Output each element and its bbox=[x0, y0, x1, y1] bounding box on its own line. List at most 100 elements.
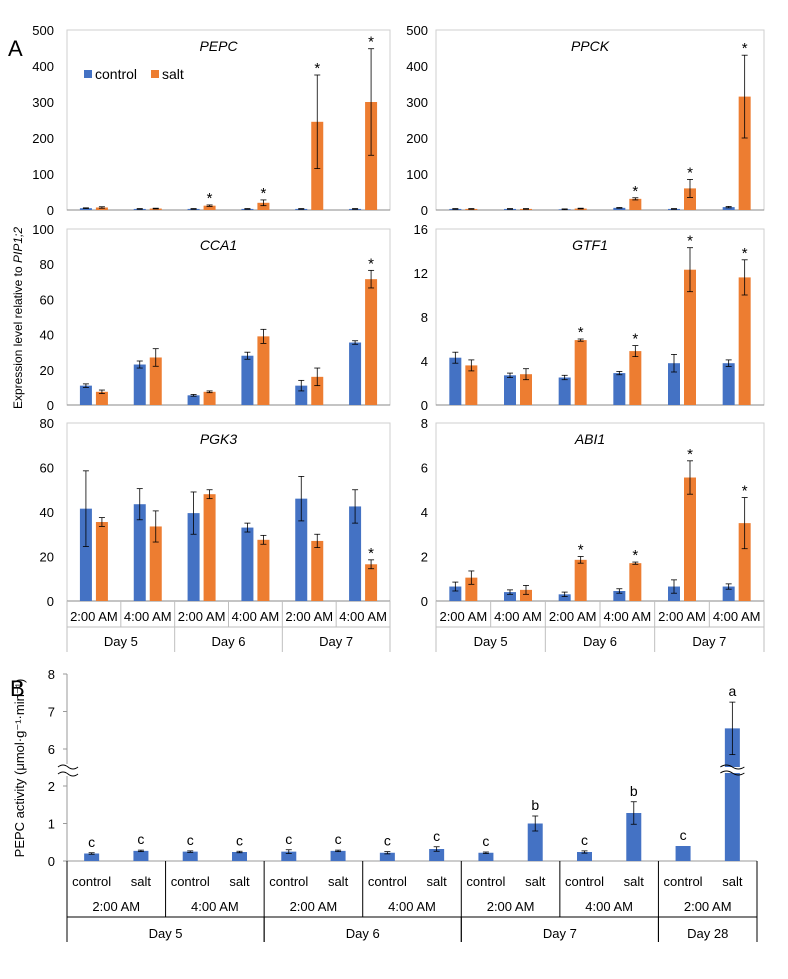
bar-pepc-activity bbox=[330, 850, 346, 861]
y-tick-label: 0 bbox=[421, 594, 428, 609]
bar-control bbox=[133, 504, 146, 601]
x-time-label: 4:00 AM bbox=[232, 609, 280, 624]
x-treatment-label: control bbox=[72, 874, 111, 889]
bar-salt bbox=[149, 526, 162, 601]
x-day-label: Day 7 bbox=[543, 926, 577, 941]
y-tick-label: 2 bbox=[421, 550, 428, 565]
x-treatment-label: control bbox=[269, 874, 308, 889]
bar-salt bbox=[95, 207, 108, 210]
y-tick-label: 300 bbox=[32, 95, 54, 110]
y-tick-label: 500 bbox=[32, 23, 54, 38]
significance-star: * bbox=[578, 324, 584, 341]
panel-b-letter: B bbox=[10, 676, 25, 701]
bar-salt bbox=[738, 96, 751, 210]
y-tick-label: 60 bbox=[40, 292, 54, 307]
bar-salt bbox=[257, 202, 270, 210]
y-tick-label: 100 bbox=[32, 222, 54, 237]
subplot-title: PEPC bbox=[199, 38, 238, 54]
x-treatment-label: salt bbox=[525, 874, 546, 889]
significance-letter: c bbox=[236, 832, 243, 848]
bar-control bbox=[722, 586, 735, 601]
subplot-pepc: 0 100 200 300 400 500 PEPC * * * * bbox=[32, 23, 391, 218]
significance-star: * bbox=[742, 483, 748, 500]
y-tick-label: 8 bbox=[421, 416, 428, 431]
bar-control bbox=[668, 586, 680, 601]
significance-letter: c bbox=[88, 834, 95, 850]
y-tick-label: 0 bbox=[421, 203, 428, 218]
significance-star: * bbox=[368, 34, 374, 51]
bar-salt bbox=[574, 340, 587, 405]
bar-salt bbox=[365, 102, 378, 210]
y-tick-label: 80 bbox=[40, 257, 54, 272]
significance-star: * bbox=[260, 185, 266, 202]
bar-control bbox=[558, 377, 571, 405]
significance-star: * bbox=[632, 331, 638, 348]
x-time-label: 2:00 AM bbox=[70, 609, 118, 624]
significance-star: * bbox=[368, 255, 374, 272]
bar-control bbox=[613, 373, 626, 405]
significance-letter: b bbox=[630, 783, 638, 799]
subplot-abi1: 0 2 4 6 8 ABI1 * * * * bbox=[421, 416, 765, 609]
bar-salt bbox=[365, 279, 378, 405]
subplot-frame bbox=[66, 228, 391, 406]
significance-star: * bbox=[314, 60, 320, 77]
subplot-gtf1: 0 4 8 12 16 GTF1 * * * * bbox=[414, 222, 765, 413]
y-tick-label: 1 bbox=[48, 817, 55, 832]
bar-salt bbox=[629, 351, 642, 405]
bar-pepc-activity bbox=[577, 852, 592, 861]
x-day-label: Day 28 bbox=[687, 926, 728, 941]
panel-a-letter: A bbox=[8, 36, 23, 61]
y-tick-label: 0 bbox=[48, 854, 55, 869]
subplot-cca1: 0 20 40 60 80 100 CCA1 * bbox=[32, 222, 391, 413]
bar-pepc-activity bbox=[626, 813, 642, 861]
bar-salt bbox=[95, 391, 108, 405]
bar-salt bbox=[257, 539, 270, 601]
bar-salt bbox=[520, 374, 532, 405]
bar-control bbox=[349, 342, 362, 405]
bar-control bbox=[558, 594, 571, 601]
bar-salt bbox=[629, 563, 642, 601]
x-day-label: Day 7 bbox=[692, 634, 726, 649]
bar-break-marker bbox=[720, 764, 745, 776]
legend-label-control: control bbox=[95, 66, 137, 82]
bar-salt bbox=[684, 188, 696, 210]
x-day-label: Day 6 bbox=[346, 926, 380, 941]
bar-salt bbox=[465, 365, 478, 405]
y-tick-label: 12 bbox=[414, 266, 428, 281]
bar-pepc-activity bbox=[232, 852, 247, 861]
significance-star: * bbox=[742, 245, 748, 262]
x-time-label: 2:00 AM bbox=[439, 609, 487, 624]
x-time-label: 2:00 AM bbox=[285, 609, 333, 624]
bar-salt bbox=[574, 559, 587, 601]
x-time-label: 2:00 AM bbox=[290, 899, 338, 914]
y-tick-label: 16 bbox=[414, 222, 428, 237]
bar-control bbox=[187, 513, 200, 601]
significance-star: * bbox=[632, 183, 638, 200]
subplot-frame bbox=[66, 422, 391, 602]
x-treatment-label: control bbox=[171, 874, 210, 889]
y-tick-label: 4 bbox=[421, 354, 428, 369]
legend-swatch-control bbox=[84, 70, 92, 78]
bar-pepc-activity bbox=[527, 823, 543, 861]
y-tick-label: 8 bbox=[421, 310, 428, 325]
y-tick-label: 400 bbox=[406, 59, 428, 74]
x-day-label: Day 5 bbox=[104, 634, 138, 649]
bar-control bbox=[504, 375, 516, 405]
bar-control bbox=[79, 385, 92, 405]
bar-salt bbox=[95, 522, 108, 601]
significance-star: * bbox=[578, 542, 584, 559]
axis-break-marker bbox=[57, 764, 79, 777]
bar-control bbox=[449, 586, 462, 601]
subplot-frame bbox=[435, 228, 765, 406]
subplot-frame bbox=[435, 29, 765, 211]
significance-letter: a bbox=[728, 683, 736, 699]
significance-letter: b bbox=[531, 797, 539, 813]
x-time-label: 4:00 AM bbox=[603, 609, 651, 624]
y-tick-label: 6 bbox=[48, 742, 55, 757]
significance-letter: c bbox=[384, 833, 391, 849]
subplot-title: GTF1 bbox=[572, 237, 608, 253]
subplot-ppck: 0 100 200 300 400 500 PPCK * * * bbox=[406, 23, 765, 218]
x-day-label: Day 7 bbox=[319, 634, 353, 649]
subplot-frame bbox=[66, 29, 391, 211]
